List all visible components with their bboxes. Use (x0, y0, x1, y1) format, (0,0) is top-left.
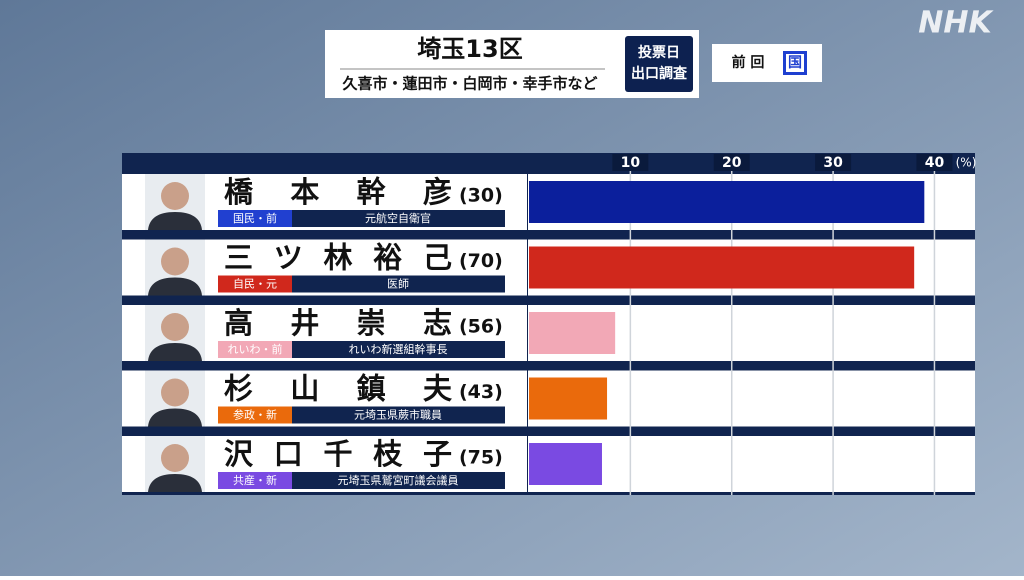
x-tick-label: 40 (925, 155, 945, 171)
badge (625, 36, 693, 92)
subtitle: 久喜市・蓮田市・白岡市・幸手市など (342, 75, 597, 93)
party: 国民・前 (233, 211, 277, 225)
candidate-age: (70) (459, 250, 503, 272)
occupation-tag (292, 341, 505, 358)
photo-body (148, 474, 202, 492)
party: 自民・元 (233, 278, 277, 291)
unit-label: (%) (956, 156, 977, 170)
photo-body (148, 212, 202, 230)
occupation-tag (292, 210, 505, 227)
logo: NHK (918, 6, 994, 41)
photo-head (161, 182, 189, 210)
occupation-tag (292, 406, 505, 424)
party-tag (218, 210, 292, 227)
tick-box (612, 154, 649, 171)
photo-body (148, 343, 202, 361)
party-tag (218, 406, 292, 424)
candidate-age: (30) (459, 185, 503, 207)
party-tag (218, 341, 292, 358)
party: 参政・新 (233, 408, 277, 422)
photo-body (148, 277, 202, 296)
photo-head (161, 378, 189, 407)
tick-box (916, 154, 953, 171)
candidate-age: (56) (459, 316, 503, 338)
party-tag (218, 472, 292, 489)
photo-head (161, 247, 189, 276)
occupation: 医師 (387, 278, 409, 291)
row-chart (528, 436, 975, 492)
candidate-age: (43) (459, 381, 503, 403)
party-tag (218, 275, 292, 293)
bar (529, 246, 915, 289)
x-tick-label: 20 (722, 155, 742, 171)
occupation-tag (292, 275, 505, 293)
x-tick-label: 10 (621, 155, 641, 171)
bar (529, 443, 602, 485)
party: れいわ・前 (228, 342, 283, 356)
tick-box (713, 154, 750, 171)
previous-label: 前 回 (732, 54, 765, 71)
photo-body (148, 408, 202, 427)
occupation: 元埼玉県鷲宮町議会議員 (338, 473, 459, 487)
bar (529, 312, 616, 354)
occupation-tag (292, 472, 505, 489)
badge-line: 出口調査 (631, 65, 688, 82)
bar (529, 377, 608, 420)
previous-party-inner (786, 54, 804, 72)
tick-box (815, 154, 852, 171)
badge-line: 投票日 (638, 45, 680, 61)
photo-head (161, 444, 189, 472)
title: 埼玉13区 (417, 35, 522, 63)
party: 共産・新 (233, 473, 277, 487)
bar (529, 181, 925, 223)
x-tick-label: 30 (823, 155, 843, 171)
previous-party: 国 (788, 55, 802, 71)
occupation: れいわ新選組幹事長 (349, 342, 448, 356)
candidate-age: (75) (459, 447, 503, 469)
occupation: 元埼玉県蕨市職員 (354, 408, 442, 422)
occupation: 元航空自衛官 (365, 211, 431, 225)
photo-head (161, 313, 189, 341)
